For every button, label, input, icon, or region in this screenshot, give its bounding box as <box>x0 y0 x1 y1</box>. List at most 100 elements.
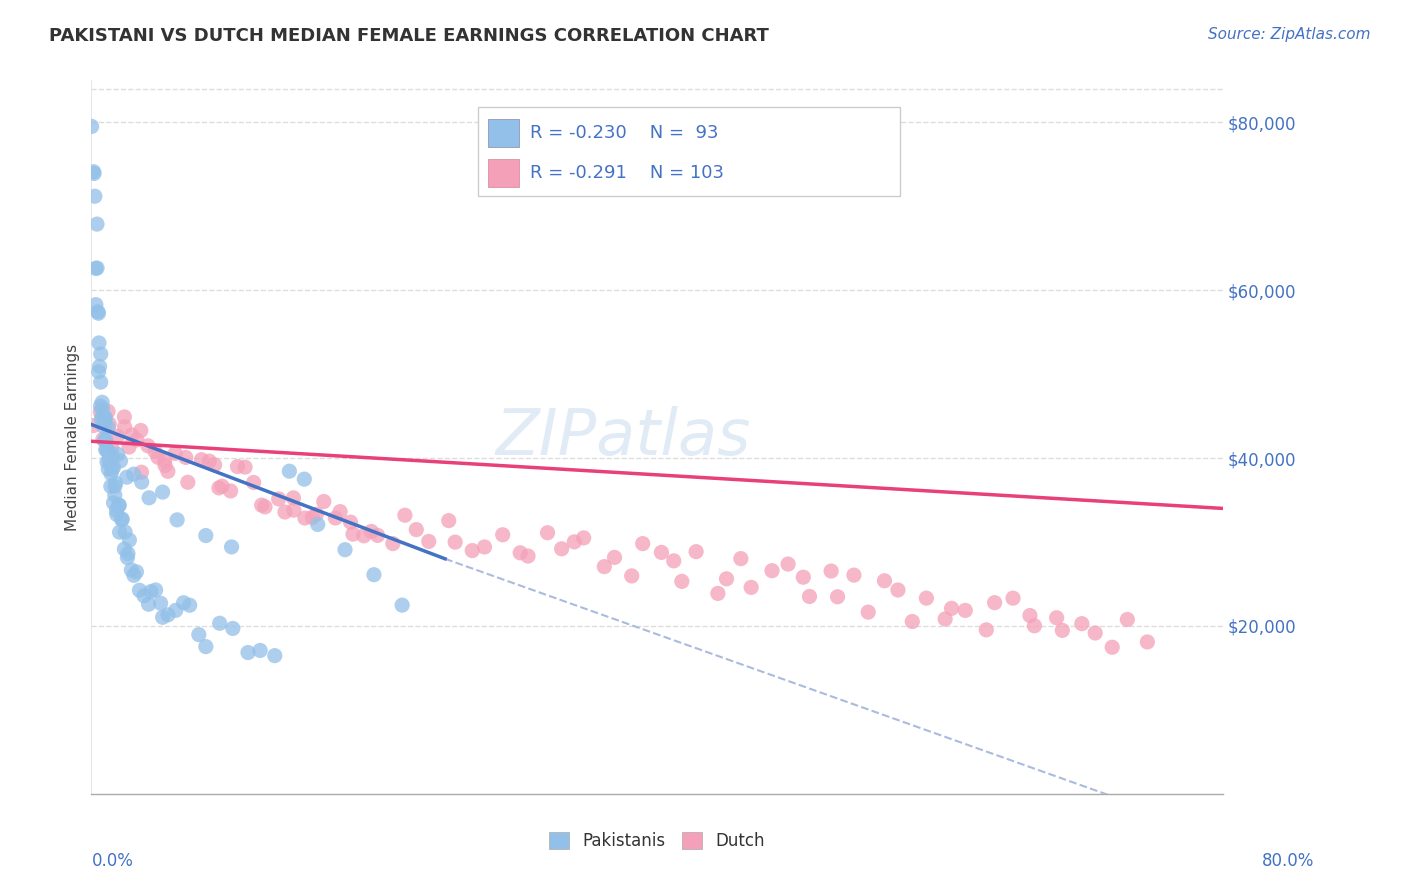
Point <box>93 414 115 428</box>
Point <box>122 467 145 482</box>
Point <box>94 411 117 425</box>
Point <box>90 347 112 361</box>
Point <box>86 260 108 275</box>
Point <box>97 444 120 458</box>
Point <box>1052 624 1074 638</box>
Point <box>274 505 297 519</box>
Point <box>381 536 404 550</box>
Point <box>550 541 572 556</box>
Point <box>122 568 145 582</box>
Point <box>87 306 110 320</box>
Point <box>730 551 752 566</box>
Point <box>249 643 271 657</box>
Point <box>179 599 201 613</box>
Point <box>301 510 323 524</box>
Point <box>603 550 626 565</box>
Point <box>671 574 693 589</box>
Point <box>120 563 142 577</box>
Point <box>799 590 821 604</box>
Point <box>1116 612 1139 626</box>
Point <box>820 564 842 578</box>
Point <box>91 432 114 446</box>
Point <box>761 564 783 578</box>
Point <box>492 528 515 542</box>
Point <box>138 597 160 611</box>
Point <box>267 491 290 506</box>
Point <box>149 596 172 610</box>
Point <box>84 261 107 276</box>
Point <box>827 590 849 604</box>
Point <box>131 465 153 479</box>
Point <box>136 439 159 453</box>
Point <box>437 514 460 528</box>
Point <box>83 165 105 179</box>
Point <box>283 503 305 517</box>
Point <box>153 454 176 468</box>
Point <box>152 485 174 500</box>
Point <box>100 467 122 481</box>
Point <box>97 404 120 418</box>
Text: 0.0%: 0.0% <box>91 852 134 870</box>
Point <box>83 189 105 203</box>
Point <box>82 418 104 433</box>
Point <box>83 166 105 180</box>
Point <box>143 444 166 458</box>
Point <box>118 533 141 547</box>
Point <box>96 455 118 469</box>
Point <box>94 433 117 447</box>
Point <box>98 448 121 462</box>
Point <box>901 615 924 629</box>
Point <box>139 584 162 599</box>
Point <box>98 453 121 467</box>
Point <box>111 512 134 526</box>
Point <box>263 648 285 663</box>
Point <box>115 470 138 484</box>
Point <box>1101 640 1123 655</box>
Point <box>98 417 121 431</box>
Point <box>662 554 685 568</box>
Point <box>1024 619 1046 633</box>
Point <box>105 508 128 522</box>
Point <box>915 591 938 606</box>
Point <box>394 508 416 523</box>
Point <box>250 498 273 512</box>
Point <box>128 583 150 598</box>
Text: Source: ZipAtlas.com: Source: ZipAtlas.com <box>1208 27 1371 42</box>
Point <box>1070 616 1092 631</box>
Point <box>100 479 122 493</box>
Point <box>114 542 136 557</box>
Point <box>129 424 152 438</box>
Point <box>208 481 231 495</box>
Point <box>91 395 114 409</box>
Point <box>278 464 301 478</box>
Point <box>974 623 997 637</box>
Point <box>165 446 187 460</box>
Point <box>716 572 738 586</box>
Point <box>222 622 245 636</box>
Text: R = -0.230    N =  93: R = -0.230 N = 93 <box>530 124 718 142</box>
Point <box>94 410 117 425</box>
Point <box>145 582 167 597</box>
Point <box>93 419 115 434</box>
Point <box>1084 626 1107 640</box>
Point <box>873 574 896 588</box>
Point <box>620 569 643 583</box>
Point <box>89 399 111 413</box>
Point <box>104 479 127 493</box>
Point <box>114 524 136 539</box>
Point <box>1136 635 1159 649</box>
Point <box>103 496 125 510</box>
Point <box>91 401 114 416</box>
Point <box>117 550 139 565</box>
Point <box>198 454 221 468</box>
Point <box>165 603 187 617</box>
Point <box>174 450 197 465</box>
Point <box>101 462 124 476</box>
Point <box>233 460 256 475</box>
Point <box>254 500 277 514</box>
Point <box>87 365 110 379</box>
Point <box>856 605 879 619</box>
Point <box>152 610 174 624</box>
Point <box>474 540 496 554</box>
Point <box>219 483 242 498</box>
